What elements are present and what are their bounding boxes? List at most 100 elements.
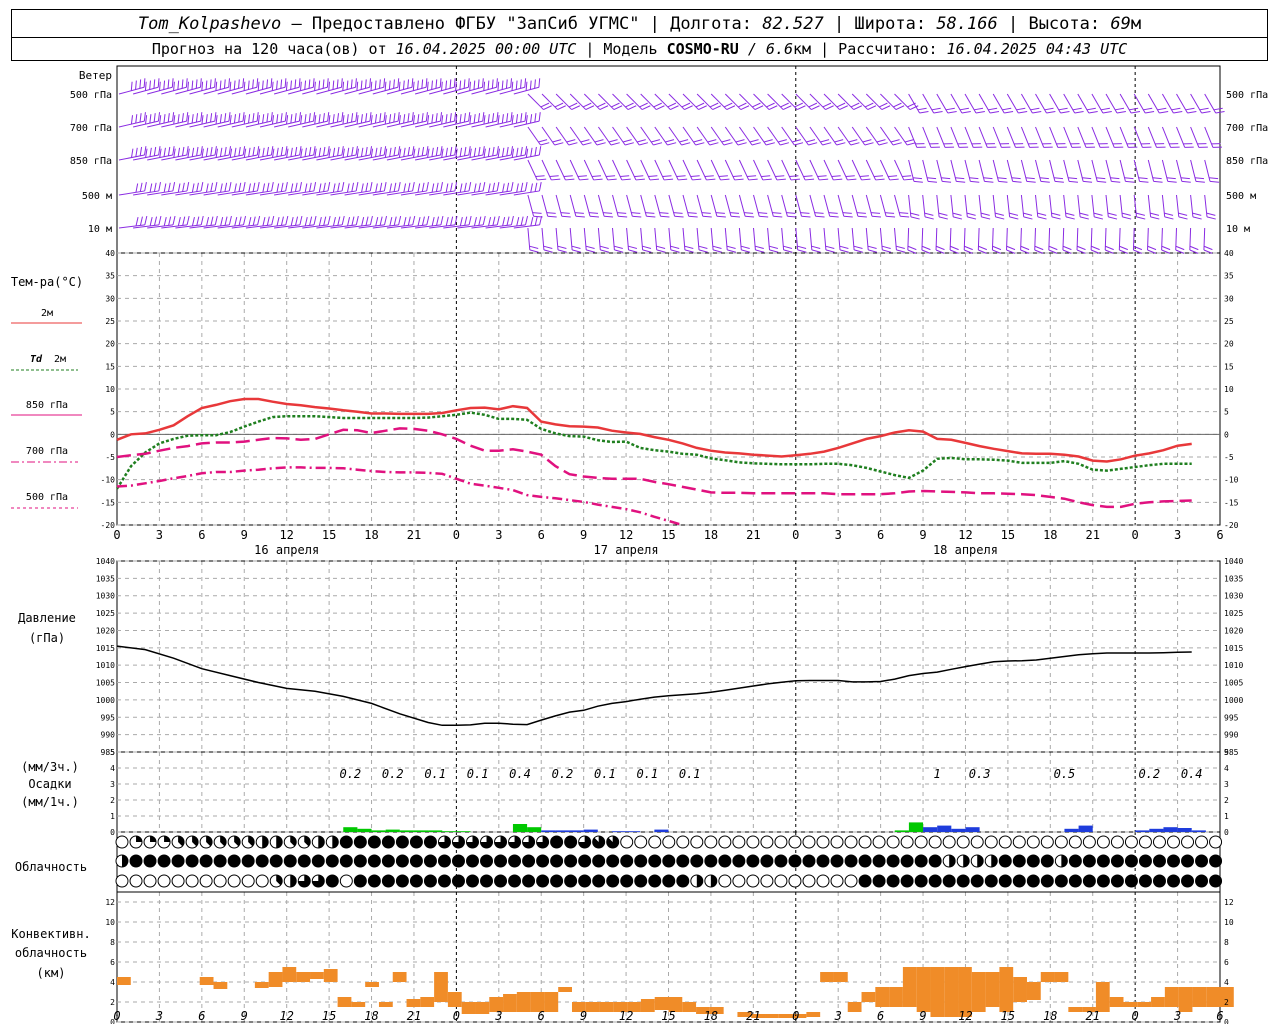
cloud-circle [115,835,129,849]
barb-flag [1105,249,1114,254]
cloud-fill [192,836,199,847]
wind-barb [1076,227,1086,254]
barb-flag [843,215,853,218]
cloud-fill [290,875,297,887]
wind-barb [865,159,885,181]
wind-barb [738,159,758,181]
cloud-symbol [1124,854,1138,868]
hour-tick: 3 [495,528,502,542]
cloud-symbol [367,854,381,868]
barb-flag [397,146,401,156]
conv-bar [530,992,545,1012]
cloud-symbol [634,874,648,888]
wind-barb [682,194,698,218]
conv-bar [1220,987,1234,1007]
conv-bar [296,972,311,982]
cloud-circle [129,874,143,888]
barb-flag [780,102,789,108]
cloud-full [256,855,269,867]
cloud-symbol [423,835,437,849]
cloud-circle [1110,835,1124,849]
wind-barb [429,215,458,229]
temp-tick-right: 5 [1224,408,1229,417]
cloud-symbol [353,835,367,849]
wind-barb [936,93,957,114]
cloud-symbol [928,854,942,868]
barb-flag [625,102,634,108]
wind-barb [1190,93,1211,114]
cloud-symbol [536,854,550,868]
barb-flag [257,215,261,225]
precip-3h-value: 0.2 [382,767,404,781]
temp-tick-right: 10 [1224,385,1234,394]
barb-flag [606,175,616,178]
cloud-symbol [606,835,620,849]
wind-barb [991,227,1002,254]
barb-flag [314,115,317,125]
barb-flag [322,113,325,123]
barb-flag [351,216,355,226]
hour-tick-bottom: 12 [279,1009,293,1023]
hour-tick-bottom: 6 [1216,1009,1223,1023]
wind-barb [1077,126,1096,148]
barb-flag [228,215,232,225]
barb-flag [205,80,208,90]
cloud-full [1069,875,1082,887]
barb-flag [228,182,232,192]
barb-flag [337,182,340,192]
barb-flag [649,178,660,181]
wind-barb [1161,126,1180,148]
barb-flag [153,146,157,156]
barb-flag [867,105,877,111]
cloud-symbol [241,835,255,849]
barb-flag [483,148,486,158]
barb-flag [704,175,714,178]
barb-flag [886,215,896,218]
barb-flag [1185,107,1195,111]
wind-barb [189,215,218,229]
wind-barb [386,182,415,196]
wind-barb [147,182,176,196]
wind-barb [1091,194,1104,220]
barb-flag [440,215,444,225]
barb-flag [831,175,841,178]
barb-flag [398,215,402,225]
barb-flag [845,175,855,178]
cloud-full [564,836,577,848]
conv-bar [516,992,531,1012]
barb-flag [294,113,297,123]
barb-flag [270,112,273,122]
barb-flag [337,146,340,156]
barb-flag [1195,180,1205,183]
barb-flag [219,147,223,157]
barb-flag [534,113,537,123]
wind-barb [161,78,188,95]
cloud-circle [928,835,942,849]
hour-tick: 9 [241,528,248,542]
cloud-symbol [522,874,536,888]
barb-flag [262,147,265,157]
barb-flag [520,216,524,226]
wind-barb [189,78,216,95]
temp-tick: -15 [101,498,116,507]
barb-flag [298,78,301,88]
barb-flag [1110,177,1120,180]
wind-barb [527,194,543,218]
wind-barb [1147,126,1166,148]
conv-bar [847,1002,862,1012]
barb-flag [1023,212,1033,216]
cloud-symbol [844,835,858,849]
cloud-fill [164,836,171,842]
temp-tick-right: -5 [1224,453,1234,462]
barb-flag [511,115,514,125]
barb-flag [234,217,238,227]
barb-flag [435,79,438,89]
barb-flag [620,175,630,178]
barb-flag [482,182,486,192]
barb-flag [473,217,477,227]
barb-flag [593,178,603,181]
cloud-symbol [466,874,479,888]
cloud-full [200,855,213,867]
barb-flag [815,215,825,218]
wind-barb [1035,93,1056,114]
